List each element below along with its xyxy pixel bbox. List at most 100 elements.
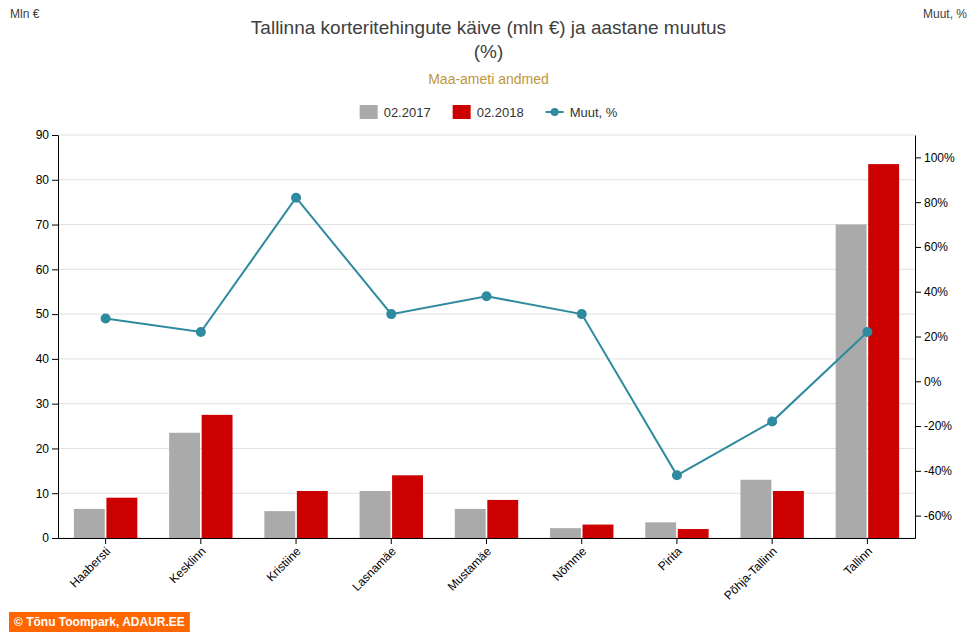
grid-line [58,179,915,180]
annotation-text: © Tõnu Toompark, ADAUR.EE [14,615,185,629]
grid-line [58,358,915,359]
tick-mark [676,538,677,544]
y-tick-label: 80 [36,173,50,187]
y-tick-label: 40 [36,352,50,366]
y2-axis-label: Muut, % [923,7,967,21]
y-tick: 10 [36,487,58,501]
line [106,198,868,476]
grid-line [58,314,915,315]
y2-tick: 0% [915,375,942,389]
grid-line [58,224,915,225]
y2-tick-label: -40% [924,464,952,478]
tick-mark [105,538,106,544]
bar [645,522,676,538]
annotation-background [9,612,190,632]
tick-mark [52,269,58,270]
x-tick: Tallinn [841,538,875,578]
tick-mark [391,538,392,544]
tick-mark [52,359,58,360]
x-tick-label: Lasnamäe [349,544,399,594]
bar [297,491,328,538]
bar [583,525,614,538]
legend: 02.2017 02.2018 Muut, % [360,105,618,120]
tick-mark [915,337,921,338]
subtitle: Maa-ameti andmed [428,71,549,87]
x-tick: Lasnamäe [349,538,399,594]
y-tick-label: 50 [36,307,50,321]
tick-mark [915,381,921,382]
marker [196,327,206,337]
y2-tick: 40% [915,285,948,299]
axis-line [58,136,59,539]
bar [740,480,771,538]
tick-mark [915,516,921,517]
x-tick-label: Haabersti [67,544,113,590]
legend-item: 02.2018 [453,105,524,120]
bar-series [106,164,899,538]
y-tick-label: 20 [36,442,50,456]
bar [678,529,709,538]
tick-mark [867,538,868,544]
x-tick-label: Tallinn [841,544,875,578]
y-tick-label: 10 [36,487,50,501]
y2-tick-label: -20% [924,419,952,433]
y2-tick-label: 20% [924,330,948,344]
line-series [101,193,873,481]
legend-swatch [551,108,559,116]
tick-mark [200,538,201,544]
bar [392,475,423,538]
tick-mark [772,538,773,544]
x-tick-label: Põhja-Tallinn [721,544,779,602]
legend-label: 02.2018 [477,105,524,120]
tick-mark [915,426,921,427]
y2-tick: 20% [915,330,948,344]
bar [455,509,486,538]
y2-tick: 60% [915,240,948,254]
x-tick: Kesklinn [166,538,208,586]
y-tick: 40 [36,352,58,366]
grid-line [58,403,915,404]
tick-mark [52,135,58,136]
x-tick-label: Nõmme [550,544,590,584]
tick-mark [52,538,58,539]
tick-mark [915,292,921,293]
bar [868,164,899,538]
y-tick-label: 30 [36,397,50,411]
tick-mark [581,538,582,544]
y2-tick: -20% [915,419,952,433]
legend-item: Muut, % [546,105,618,120]
y-tick-label: 0 [42,531,49,545]
y-tick-label: 90 [36,128,50,142]
y-axis-label: Mln € [10,7,40,21]
x-tick: Kristiine [264,538,304,584]
legend-label: Muut, % [570,105,618,120]
x-tick: Pirita [655,538,684,573]
x-tick: Mustamäe [445,538,495,594]
y-tick-label: 70 [36,218,50,232]
tick-mark [52,180,58,181]
y2-tick: -60% [915,509,952,523]
y2-tick-label: 60% [924,240,948,254]
y2-axis: -60% -40% -20% 0% 20% 40% 60% 80% 100% [915,136,955,539]
title: (%) [474,41,504,62]
legend-swatch [453,105,471,119]
y2-tick: -40% [915,464,952,478]
marker [101,314,111,324]
bar [169,433,200,538]
tick-mark [486,538,487,544]
x-tick: Haabersti [67,538,113,590]
tick-mark [52,448,58,449]
bar [487,500,518,538]
bar [264,511,295,538]
marker [386,309,396,319]
tick-mark [52,493,58,494]
legend-item: 02.2017 [360,105,431,120]
title: Tallinna korteritehingute käive (mln €) … [251,17,726,38]
x-axis: Haabersti Kesklinn Kristiine Lasnamäe Mustam… [59,538,916,603]
bar [360,491,391,538]
y-tick: 60 [36,263,58,277]
y2-tick: 100% [915,151,955,165]
y2-tick: 80% [915,196,948,210]
x-tick-label: Kesklinn [166,544,208,586]
tick-mark [915,247,921,248]
